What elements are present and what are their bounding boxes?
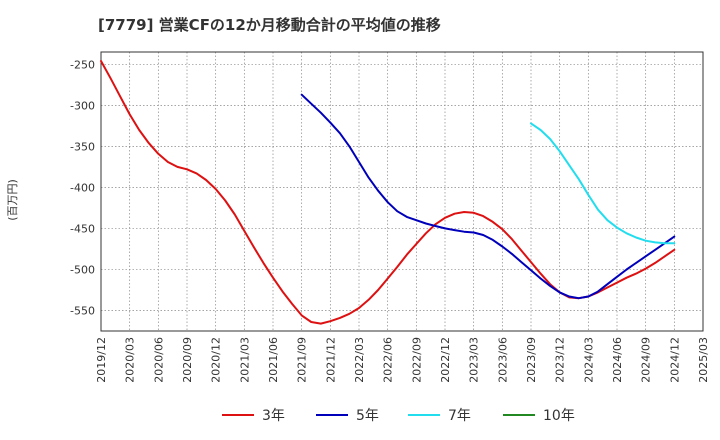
x-tick-label: 2019/12 — [95, 337, 108, 383]
series-line-5年 — [300, 93, 676, 300]
chart-title: [7779] 営業CFの12か月移動合計の平均値の推移 — [98, 16, 441, 34]
x-tick-label: 2021/03 — [238, 337, 251, 383]
x-tick-label: 2024/09 — [640, 337, 653, 383]
x-tick-label: 2022/12 — [439, 337, 452, 383]
y-tick-label: -500 — [70, 263, 95, 276]
x-tick-label: 2021/09 — [296, 337, 309, 383]
series-lines — [100, 60, 676, 325]
x-tick-label: 2024/03 — [582, 337, 595, 383]
x-tick-label: 2024/12 — [668, 337, 681, 383]
legend-label-5年: 5年 — [356, 408, 379, 424]
x-tick-label: 2022/09 — [410, 337, 423, 383]
x-tick-label: 2020/03 — [124, 337, 137, 383]
plot-border — [100, 51, 704, 332]
y-tick-label: -300 — [70, 99, 95, 112]
series-line-7年 — [530, 122, 676, 245]
legend-label-3年: 3年 — [262, 408, 285, 424]
legend: 3年 5年 7年 10年 — [222, 408, 575, 424]
y-tick-label: -400 — [70, 181, 95, 194]
x-tick-label: 2023/12 — [554, 337, 567, 383]
legend-label-10年: 10年 — [543, 408, 575, 424]
x-tick-label: 2022/03 — [353, 337, 366, 383]
x-tick-label: 2021/12 — [324, 337, 337, 383]
y-tick-label: -550 — [70, 304, 95, 317]
y-tick-label: -350 — [70, 140, 95, 153]
x-tick-label: 2023/03 — [468, 337, 481, 383]
x-tick-label: 2021/06 — [267, 337, 280, 383]
plot-frame — [100, 51, 704, 332]
x-tick-label: 2022/06 — [382, 337, 395, 383]
x-tick-label: 2020/06 — [152, 337, 165, 383]
x-tick-label: 2023/06 — [496, 337, 509, 383]
grid — [101, 52, 703, 331]
y-axis-label: (百万円) — [6, 179, 19, 221]
y-tick-label: -450 — [70, 222, 95, 235]
legend-label-7年: 7年 — [448, 408, 471, 424]
y-ticks: -250 -300 -350 -400 -450 -500 -550 — [70, 58, 95, 317]
y-tick-label: -250 — [70, 58, 95, 71]
x-tick-label: 2020/09 — [181, 337, 194, 383]
x-tick-label: 2024/06 — [611, 337, 624, 383]
x-ticks: 2019/12 2020/03 2020/06 2020/09 2020/12 2021/… — [95, 337, 710, 383]
x-tick-label: 2023/09 — [525, 337, 538, 383]
x-tick-label: 2025/03 — [697, 337, 710, 383]
x-tick-label: 2020/12 — [210, 337, 223, 383]
